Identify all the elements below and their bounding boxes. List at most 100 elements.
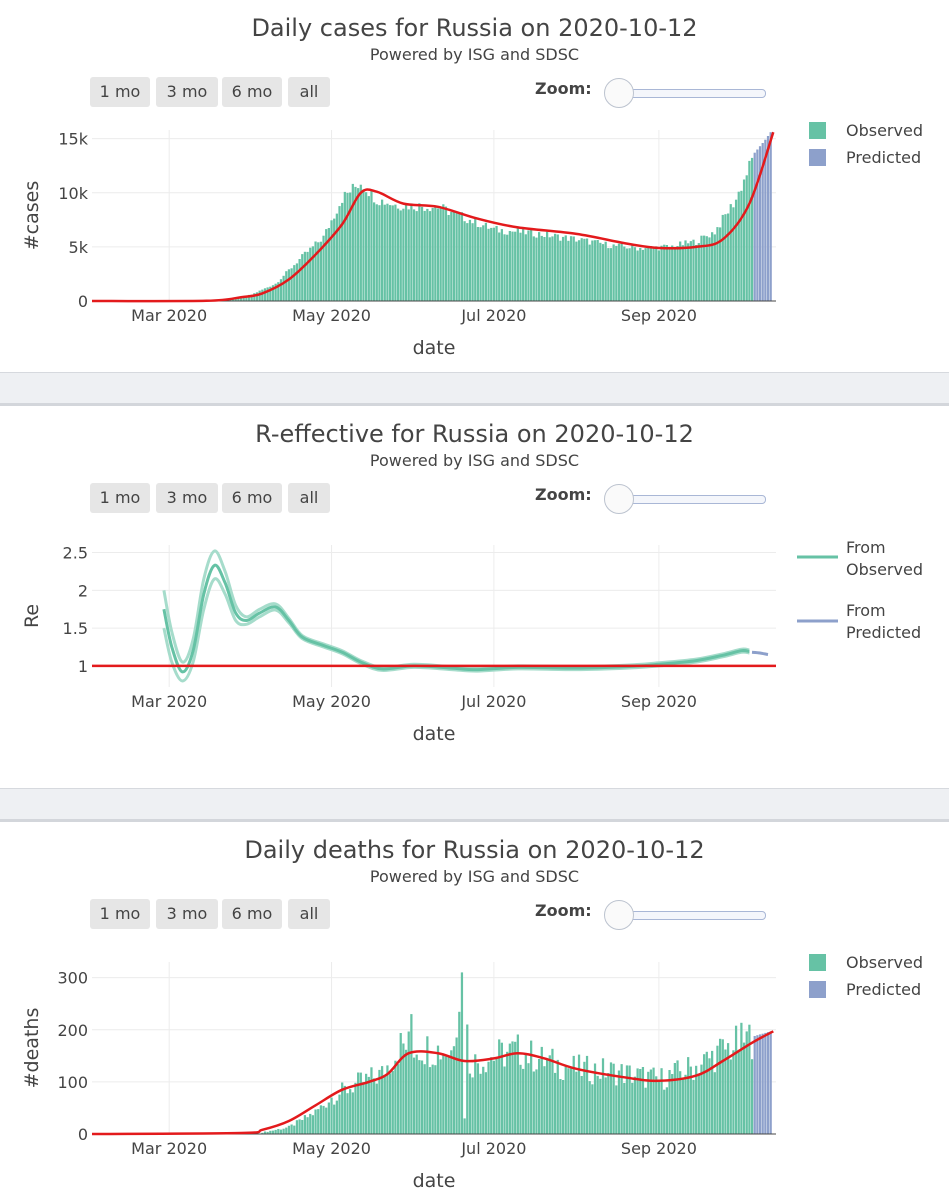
predicted-bar: [764, 1032, 767, 1134]
zoom-slider-handle[interactable]: [604, 78, 634, 108]
observed-bar: [652, 247, 655, 301]
x-tick-label: Jul 2020: [460, 1139, 526, 1158]
observed-bar: [426, 208, 429, 301]
legend-label-predicted-2: Predicted: [846, 623, 921, 642]
observed-bar: [572, 236, 575, 301]
deaths-plot: 0 100 200 300 Mar 2020 May 2020 Jul 2020 Sep 20…: [21, 953, 923, 1192]
zoom-slider-handle[interactable]: [604, 484, 634, 514]
re-chart-panel: R-effective for Russia on 2020-10-12 Pow…: [0, 406, 949, 778]
observed-bar: [269, 1130, 272, 1134]
observed-bar: [591, 1084, 594, 1134]
range-3mo-button[interactable]: 3 mo: [156, 899, 218, 929]
observed-bar: [359, 1072, 362, 1134]
observed-bar: [700, 235, 703, 301]
range-6mo-button[interactable]: 6 mo: [222, 77, 282, 107]
observed-bar: [466, 1024, 469, 1134]
observed-bar: [388, 1073, 392, 1134]
observed-bar: [412, 1057, 416, 1134]
observed-bar: [543, 237, 546, 301]
observed-bar: [604, 1077, 607, 1134]
legend-label-predicted: Predicted: [846, 148, 921, 167]
observed-bar: [333, 218, 336, 301]
observed-bar: [325, 229, 328, 301]
observed-bar: [740, 1022, 743, 1134]
observed-bar: [439, 1059, 442, 1134]
observed-bar: [386, 203, 389, 301]
observed-bar: [402, 208, 405, 301]
observed-bar: [561, 236, 565, 301]
observed-bar: [380, 199, 384, 301]
observed-bar: [231, 299, 235, 301]
range-3mo-button[interactable]: 3 mo: [156, 483, 218, 513]
observed-bar: [428, 211, 432, 301]
observed-bar: [583, 238, 586, 301]
observed-bar: [689, 241, 692, 301]
observed-bar: [628, 248, 631, 301]
observed-bar: [657, 1079, 661, 1134]
observed-bar: [660, 1068, 663, 1134]
observed-bar: [612, 1063, 615, 1134]
legend-label-observed-2: Observed: [846, 560, 923, 579]
range-all-button[interactable]: all: [288, 483, 330, 513]
observed-bar: [514, 231, 517, 301]
observed-bar: [607, 248, 610, 301]
observed-bar: [343, 1085, 346, 1134]
predicted-bar: [756, 149, 759, 301]
observed-bar: [692, 1079, 695, 1134]
observed-bar: [330, 220, 333, 301]
observed-bar: [508, 231, 511, 301]
range-1mo-button[interactable]: 1 mo: [90, 899, 150, 929]
observed-bar: [668, 1070, 671, 1134]
observed-bar: [660, 245, 663, 301]
observed-bar: [388, 205, 392, 301]
range-1mo-button[interactable]: 1 mo: [90, 483, 150, 513]
observed-bar: [569, 236, 573, 301]
range-1mo-button[interactable]: 1 mo: [90, 77, 150, 107]
observed-bar: [639, 1069, 642, 1134]
observed-bar: [277, 282, 280, 301]
observed-bar: [716, 1045, 719, 1134]
observed-bar: [325, 1107, 328, 1134]
observed-bar: [503, 1066, 506, 1134]
observed-bar: [306, 251, 309, 301]
legend-swatch-observed: [809, 122, 826, 139]
x-tick-label: Mar 2020: [131, 306, 207, 325]
observed-bar: [349, 1089, 352, 1134]
observed-bar: [684, 1074, 687, 1134]
observed-bar: [695, 245, 698, 301]
observed-bar: [370, 1067, 373, 1134]
observed-bar: [657, 250, 661, 301]
x-tick-label: Sep 2020: [621, 306, 697, 325]
observed-bar: [498, 232, 501, 301]
observed-bar: [577, 1054, 581, 1134]
observed-bar: [601, 1058, 605, 1134]
zoom-label: Zoom:: [535, 485, 592, 504]
observed-bar: [580, 1076, 583, 1134]
observed-bar: [689, 1066, 692, 1134]
observed-bar: [279, 279, 283, 301]
range-6mo-button[interactable]: 6 mo: [222, 899, 282, 929]
observed-bar: [436, 1045, 440, 1134]
range-3mo-button[interactable]: 3 mo: [156, 77, 218, 107]
observed-bar: [452, 1046, 456, 1134]
observed-bar: [633, 247, 637, 301]
range-all-button[interactable]: all: [288, 77, 330, 107]
x-tick-label: May 2020: [292, 1139, 371, 1158]
observed-bar: [604, 241, 607, 301]
observed-bar: [703, 1054, 706, 1134]
observed-bar: [724, 214, 727, 301]
observed-bar: [314, 1109, 317, 1134]
range-6mo-button[interactable]: 6 mo: [222, 483, 282, 513]
observed-bar: [317, 1109, 320, 1134]
observed-bar: [458, 212, 461, 301]
observed-bar: [474, 217, 477, 301]
zoom-slider-handle[interactable]: [604, 900, 634, 930]
range-all-button[interactable]: all: [288, 899, 330, 929]
observed-bar: [322, 235, 325, 301]
observed-bar: [559, 1079, 562, 1134]
observed-bar: [399, 1033, 402, 1134]
observed-bar: [575, 241, 578, 301]
observed-bar: [655, 246, 658, 301]
observed-bar: [540, 235, 543, 301]
observed-bar: [519, 232, 522, 301]
